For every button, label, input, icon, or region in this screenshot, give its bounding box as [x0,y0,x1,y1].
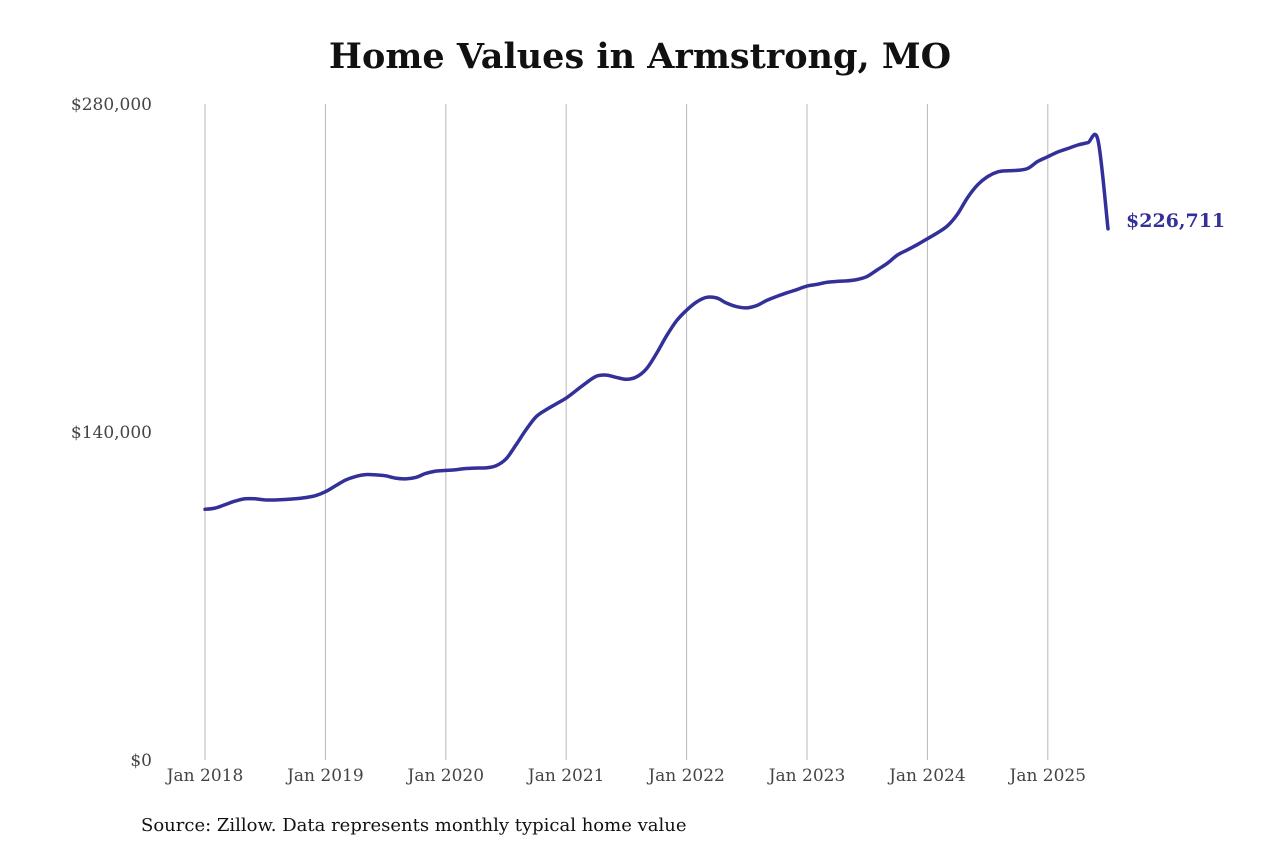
x-tick-label: Jan 2022 [646,766,725,786]
y-tick-label: $0 [130,751,152,771]
x-tick-label: Jan 2020 [406,766,485,786]
x-tick-label: Jan 2025 [1008,766,1087,786]
y-tick-label: $140,000 [71,423,152,443]
y-tick-label: $280,000 [71,95,152,115]
chart-title: Home Values in Armstrong, MO [328,36,952,77]
series-layer [203,132,1110,512]
source-note: Source: Zillow. Data represents monthly … [141,815,687,836]
x-tick-label: Jan 2018 [165,766,244,786]
x-tick-label: Jan 2019 [285,766,364,786]
series-line [203,132,1110,512]
x-tick-label: Jan 2021 [526,766,605,786]
x-tick-label: Jan 2024 [887,766,966,786]
x-axis-ticks: Jan 2018 Jan 2019 Jan 2020 Jan 2021 Jan 2022… [165,766,1086,786]
x-tick-label: Jan 2023 [767,766,846,786]
end-label-layer: $226,711 [1126,210,1225,232]
grid-lines [204,104,1049,760]
end-value-label: $226,711 [1126,210,1225,232]
y-axis-ticks: $0 $140,000 $280,000 [71,95,152,771]
